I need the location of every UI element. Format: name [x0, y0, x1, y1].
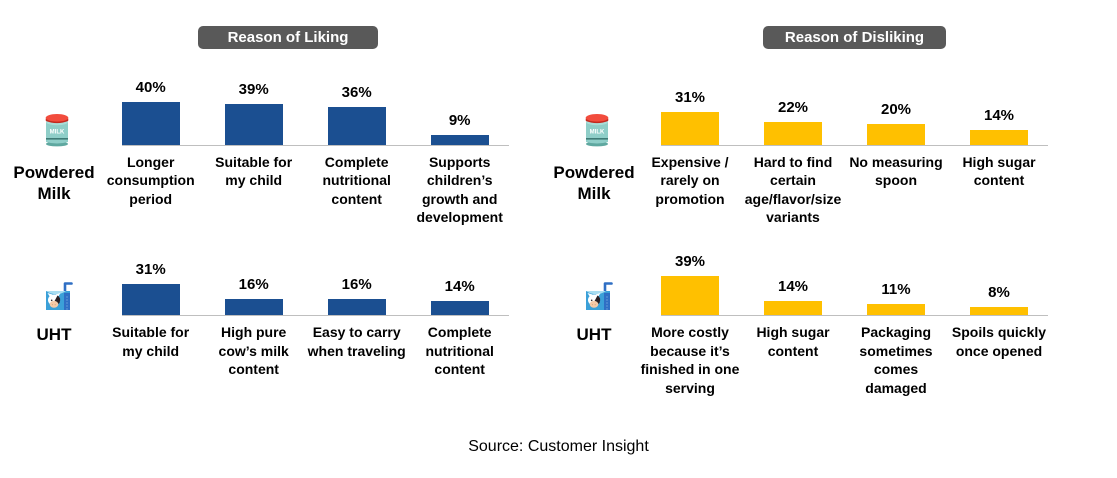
svg-text:MILK: MILK: [50, 130, 65, 136]
svg-text:MILK: MILK: [590, 130, 605, 136]
